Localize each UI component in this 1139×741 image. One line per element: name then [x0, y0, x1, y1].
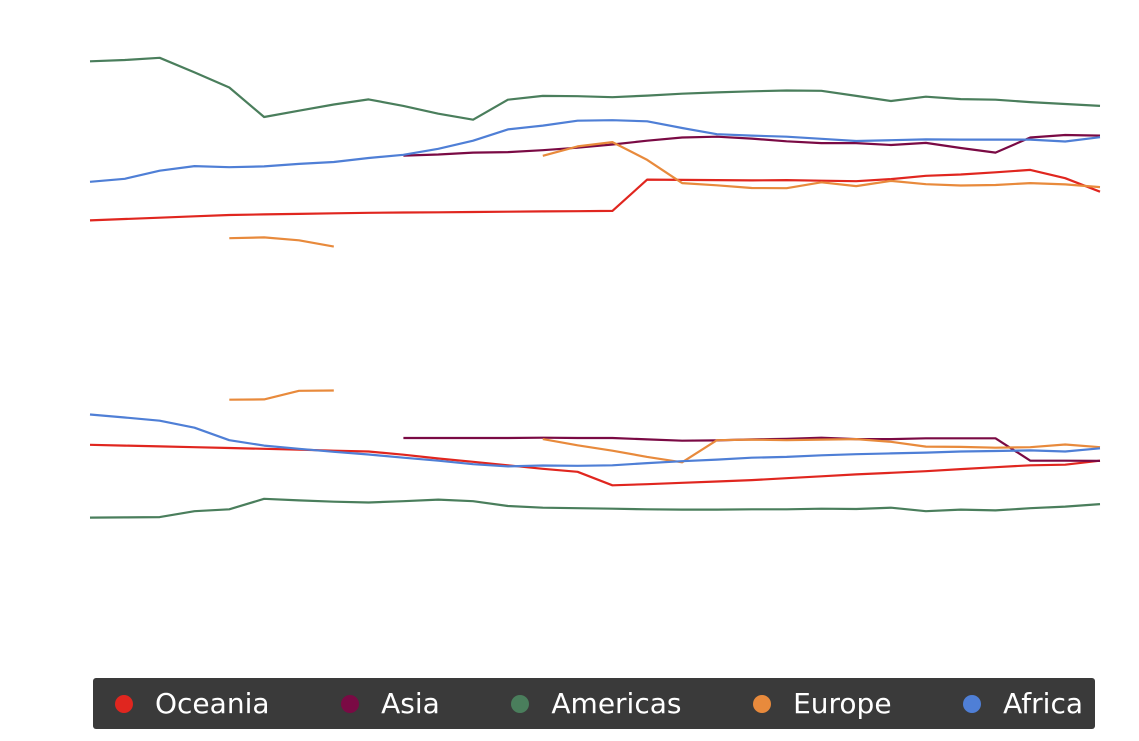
series-line-oceania-bottom: [89, 443, 1101, 487]
legend: Oceania Asia Americas Europe Africa: [93, 678, 1095, 729]
legend-marker-asia: [341, 694, 360, 713]
series-line-africa-top: [89, 119, 1101, 183]
legend-item-europe[interactable]: Europe: [753, 686, 892, 720]
legend-label-oceania: Oceania: [155, 686, 270, 720]
series-line-americas-bottom: [89, 497, 1101, 519]
legend-item-americas[interactable]: Americas: [511, 686, 682, 720]
legend-label-americas: Americas: [551, 686, 682, 720]
series-line-asia-top: [403, 133, 1101, 157]
legend-marker-americas: [511, 694, 530, 713]
legend-item-oceania[interactable]: Oceania: [115, 686, 270, 720]
legend-item-africa[interactable]: Africa: [963, 686, 1083, 720]
bottom-panel: [89, 389, 1101, 519]
series-line-africa-bottom: [89, 413, 1101, 468]
series-line-oceania-top: [89, 168, 1101, 222]
series-line-europe-bottom: [229, 389, 1101, 464]
top-panel: [89, 56, 1101, 248]
legend-marker-africa: [963, 694, 982, 713]
legend-marker-oceania: [115, 694, 133, 713]
legend-item-asia[interactable]: Asia: [341, 686, 440, 720]
legend-marker-europe: [753, 694, 772, 713]
legend-label-africa: Africa: [1003, 686, 1083, 720]
series-line-americas-top: [89, 56, 1101, 121]
legend-label-europe: Europe: [793, 686, 892, 720]
legend-label-asia: Asia: [381, 686, 440, 720]
series-line-europe-top: [229, 141, 1101, 248]
